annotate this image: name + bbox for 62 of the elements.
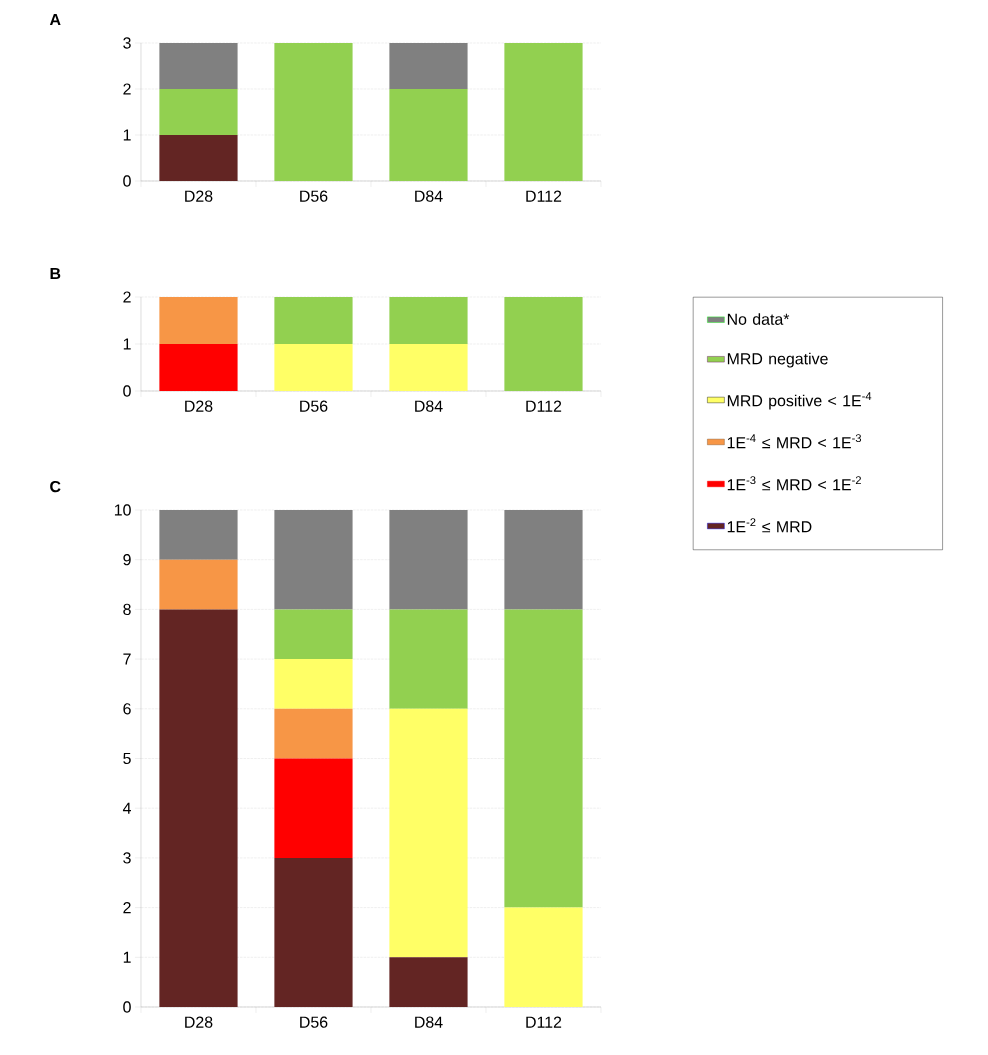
y-tick-label: 0: [123, 385, 131, 397]
legend-label: 1E$^{-3}$ ≤ MRD < 1E$^{-2}$: [727, 476, 861, 491]
bar: [504, 907, 583, 1007]
y-tick-label: 3: [123, 852, 131, 864]
bar: [274, 42, 353, 181]
y-tick-label: 10: [114, 504, 131, 516]
x-tick-label: D56: [300, 400, 328, 412]
bar: [504, 609, 583, 908]
legend-label: MRD negative: [727, 352, 828, 368]
x-tick-label: D56: [300, 1016, 328, 1028]
y-tick-label: 1: [123, 951, 131, 963]
y-tick-label: 3: [123, 37, 131, 49]
y-tick-label: 2: [123, 902, 131, 914]
bar: [389, 88, 468, 181]
bar: [159, 509, 238, 560]
legend-label: No data*: [727, 313, 790, 325]
bar: [504, 42, 583, 181]
bar: [159, 609, 238, 1007]
bar: [274, 758, 353, 858]
bar: [159, 88, 238, 135]
y-tick-label: 5: [123, 752, 131, 765]
bar: [389, 957, 468, 1007]
legend-label: MRD positive < 1E$^{-4}$: [727, 392, 872, 410]
bar: [274, 857, 353, 1007]
bar: [274, 509, 353, 610]
y-tick-label: 1: [123, 338, 131, 350]
bar: [159, 42, 238, 89]
y-tick-label: 0: [123, 1001, 131, 1013]
bar: [504, 509, 583, 610]
bar: [274, 659, 353, 709]
legend-label: 1E$^{-2}$ ≤ MRD: [727, 518, 812, 533]
y-tick-label: 4: [122, 802, 131, 814]
bar: [389, 708, 468, 958]
bar: [389, 42, 468, 89]
x-tick-label: D28: [185, 400, 213, 412]
bar: [274, 708, 353, 759]
bar: [159, 134, 238, 181]
x-tick-label: D84: [415, 400, 443, 412]
x-tick-label: D112: [526, 190, 562, 202]
y-tick-label: 9: [123, 554, 131, 566]
bar: [274, 609, 353, 660]
y-tick-label: 6: [123, 703, 131, 715]
x-tick-label: D84: [415, 1016, 443, 1028]
x-tick-label: D56: [300, 190, 328, 202]
y-tick-label: 7: [123, 653, 131, 665]
y-tick-label: 0: [123, 175, 131, 187]
x-tick-label: D84: [415, 190, 443, 202]
x-tick-label: D28: [185, 190, 213, 202]
legend-label: 1E$^{-4}$ ≤ MRD < 1E$^{-3}$: [727, 434, 862, 449]
chart-title: A: [49, 14, 61, 26]
y-tick-label: 2: [123, 291, 131, 303]
y-tick-label: 1: [123, 129, 131, 141]
bar: [389, 509, 468, 610]
chart-title: C: [50, 480, 61, 493]
x-tick-label: D112: [526, 1016, 562, 1028]
y-tick-label: 2: [123, 83, 131, 95]
bar: [389, 609, 468, 709]
x-tick-label: D28: [185, 1016, 213, 1028]
bar: [159, 559, 238, 610]
x-tick-label: D112: [526, 400, 562, 412]
chart-title: B: [50, 268, 61, 280]
y-tick-label: 8: [123, 603, 131, 616]
